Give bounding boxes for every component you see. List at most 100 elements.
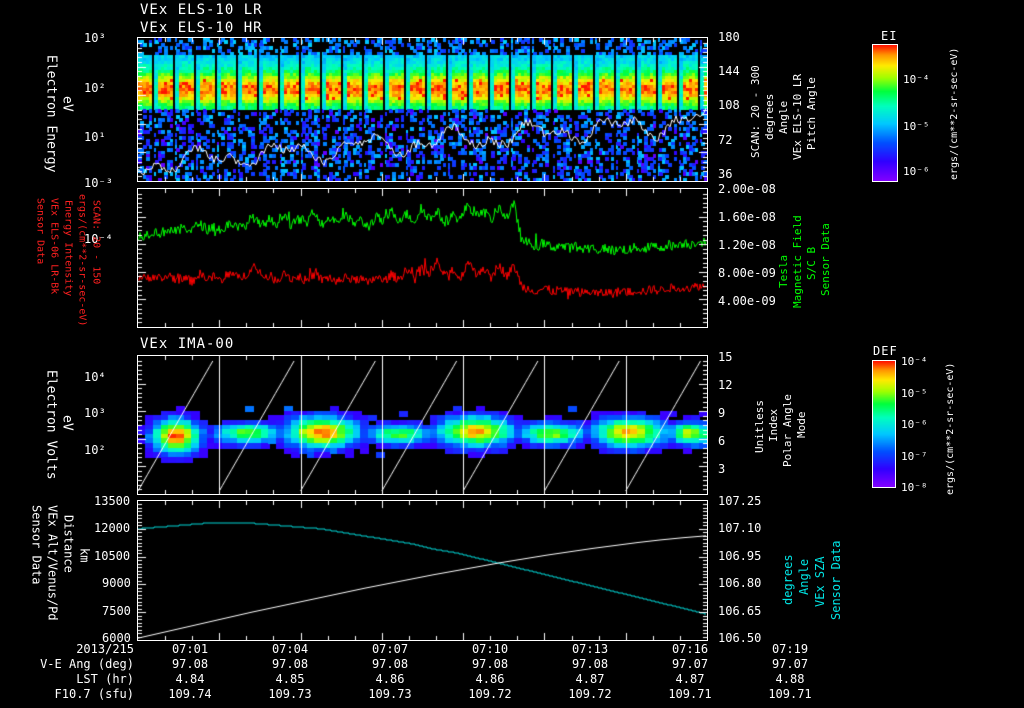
panel3-right-label-polar-angle: Polar Angle <box>781 394 794 467</box>
panel2-left-label-instrument: VEx ELS-06 LR-Bk <box>48 198 60 295</box>
panel1-right-label-degrees: degrees <box>763 93 776 140</box>
panel1-right-tick-72: 72 <box>718 133 733 147</box>
panel4-right-tick-4: 106.80 <box>718 576 762 590</box>
panel3-title: VEx IMA-00 <box>140 336 235 352</box>
footer-cell: 4.84 <box>175 672 205 686</box>
panel2-right-tick-4: 8.00e-09 <box>718 266 776 280</box>
colorbar1-tick-1: 10⁻⁴ <box>903 73 930 86</box>
panel3-left-axis-label: Electron Volts <box>43 370 59 480</box>
panel3-plot-area[interactable] <box>137 355 708 495</box>
panel3-right-tick-3: 3 <box>718 462 726 476</box>
panel4-ytick-13500: 13500 <box>94 494 131 508</box>
panel1-ytick-100: 10² <box>84 81 106 95</box>
footer-cell: 4.85 <box>275 672 305 686</box>
table-row: V-E Ang (deg) 97.08 97.08 97.08 97.08 97.08 97… <box>8 657 840 672</box>
panel3-ytick-1e3: 10³ <box>84 406 106 420</box>
footer-row-label: 2013/215 <box>76 642 134 656</box>
footer-row-label: LST (hr) <box>76 672 134 686</box>
panel1-right-label-pitch-angle: Pitch Angle <box>805 77 818 150</box>
colorbar1-tick-2: 10⁻⁵ <box>903 120 930 133</box>
panel2-right-label-sc-b: S/C B <box>805 246 818 280</box>
footer-cell: 109.71 <box>768 687 812 701</box>
footer-cell: 109.71 <box>668 687 712 701</box>
table-row: F10.7 (sfu) 109.74 109.73 109.73 109.72 109.7… <box>8 687 840 702</box>
panel3-ytick-1e2: 10² <box>84 443 106 457</box>
panel1-left-axis-label: Electron Energy <box>43 55 59 173</box>
footer-cell: 4.87 <box>575 672 605 686</box>
panel4-right-label-angle: Angle <box>797 558 811 595</box>
footer-cell: 109.73 <box>368 687 412 701</box>
panel2-ytick-1e-4: 10⁻⁴ <box>84 232 113 246</box>
colorbar2-unit-label: ergs/(cm**2-sr-sec-eV) <box>945 362 956 495</box>
colorbar2-gradient <box>873 361 895 487</box>
colorbar2[interactable] <box>872 360 896 488</box>
panel1-ytick-1000: 10³ <box>84 31 106 45</box>
footer-cell: 109.72 <box>568 687 612 701</box>
footer-cell: 109.73 <box>268 687 312 701</box>
footer-cell: 4.86 <box>475 672 505 686</box>
panel1-right-tick-36: 36 <box>718 167 733 181</box>
footer-cell: 97.08 <box>271 657 309 671</box>
panel4-right-tick-5: 106.65 <box>718 604 762 618</box>
table-row: 2013/215 07:01 07:04 07:07 07:10 07:13 07:16 07… <box>8 642 840 657</box>
footer-cell: 97.08 <box>371 657 409 671</box>
footer-cell: 109.72 <box>468 687 512 701</box>
panel3-right-tick-6: 6 <box>718 434 726 448</box>
footer-cell: 07:04 <box>271 642 309 656</box>
footer-cell: 97.08 <box>171 657 209 671</box>
footer-cell: 07:01 <box>171 642 209 656</box>
colorbar1-unit-label: ergs/(cm**2-sr-sec-eV) <box>949 47 960 180</box>
footer-table: 2013/215 07:01 07:04 07:07 07:10 07:13 07:16 07… <box>8 642 840 702</box>
panel3-spectrogram-canvas <box>138 356 707 494</box>
panel4-right-label-sensor-data: Sensor Data <box>829 540 843 620</box>
footer-cell: 07:07 <box>371 642 409 656</box>
colorbar2-tick-1: 10⁻⁴ <box>901 355 928 368</box>
panel1-spectrogram-canvas <box>138 38 707 181</box>
panel4-plot-area[interactable] <box>137 500 708 641</box>
panel4-right-tick-6: 106.50 <box>718 631 762 645</box>
panel3-right-tick-9: 9 <box>718 406 726 420</box>
panel3-ytick-1e4: 10⁴ <box>84 370 106 384</box>
panel4-left-label-alt: VEx Alt/Venus/Pd <box>45 505 60 621</box>
panel4-left-label-sensor-data: Sensor Data <box>29 505 44 585</box>
panel1-title-line2: VEx ELS-10 HR <box>140 20 263 36</box>
colorbar2-tick-4: 10⁻⁷ <box>901 450 928 463</box>
colorbar1[interactable] <box>872 44 898 182</box>
footer-cell: 97.08 <box>571 657 609 671</box>
panel3-left-axis-unit: eV <box>59 415 75 431</box>
colorbar2-tick-5: 10⁻⁸ <box>901 481 928 494</box>
panel2-right-label-magnetic-field: Magnetic Field <box>791 215 804 308</box>
panel4-left-label-km: km <box>77 548 92 563</box>
footer-cell: 97.07 <box>671 657 709 671</box>
panel4-right-tick-3: 106.95 <box>718 549 762 563</box>
panel2-left-label-scan: SCAN: 20 - 150 <box>90 200 102 285</box>
colorbar1-tick-3: 10⁻⁶ <box>903 165 930 178</box>
panel4-ytick-10500: 10500 <box>94 549 131 563</box>
panel1-right-tick-180: 180 <box>718 30 740 44</box>
panel3-right-label-index: Index <box>767 408 780 442</box>
panel1-left-axis-unit: eV <box>59 96 75 112</box>
colorbar2-tick-3: 10⁻⁶ <box>901 418 928 431</box>
panel2-right-tick-2: 1.60e-08 <box>718 210 776 224</box>
footer-cell: 4.86 <box>375 672 405 686</box>
footer-cell: 07:13 <box>571 642 609 656</box>
panel2-right-label-sensor-data: Sensor Data <box>819 223 832 296</box>
panel2-left-label-sensor-data: Sensor Data <box>34 198 46 265</box>
colorbar2-title: DEF <box>873 344 898 358</box>
panel4-right-label-sza: VEx SZA <box>813 556 827 607</box>
panel1-plot-area[interactable] <box>137 37 708 182</box>
panel2-plot-area[interactable] <box>137 188 708 328</box>
footer-cell: 07:10 <box>471 642 509 656</box>
panel2-right-tick-5: 4.00e-09 <box>718 294 776 308</box>
panel4-ytick-7500: 7500 <box>102 604 131 618</box>
panel3-right-tick-15: 15 <box>718 350 733 364</box>
footer-row-label: F10.7 (sfu) <box>54 687 134 701</box>
panel3-right-label-unitless: Unitless <box>753 400 766 453</box>
panel1-ytick-10: 10¹ <box>84 130 106 144</box>
colorbar1-title: EI <box>881 29 898 43</box>
footer-cell: 4.88 <box>775 672 805 686</box>
panel4-right-label-degrees: degrees <box>781 554 795 605</box>
panel4-right-tick-2: 107.10 <box>718 521 762 535</box>
panel1-right-label-instrument: VEx ELS-10 LR <box>791 73 804 160</box>
